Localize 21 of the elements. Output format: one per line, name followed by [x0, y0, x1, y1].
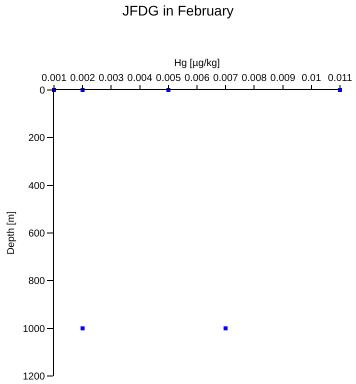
- y-tick-label: 0: [39, 86, 46, 96]
- x-tick-label: 0.002: [70, 73, 96, 84]
- y-tick-label: 1200: [22, 372, 46, 382]
- chart-title: JFDG in February: [122, 2, 234, 19]
- x-tick-label: 0.001: [41, 73, 67, 84]
- y-tick-label: 400: [28, 180, 46, 192]
- x-axis-title: Hg [µg/kg]: [174, 58, 220, 69]
- x-tick-label: 0.011: [328, 73, 353, 84]
- y-tick-label: 800: [28, 276, 46, 288]
- x-tick-label: 0.008: [242, 73, 268, 84]
- y-tick-label: 600: [28, 228, 46, 240]
- y-axis-title: Depth [m]: [6, 211, 17, 255]
- y-tick-label: 1000: [22, 324, 46, 335]
- x-tick-label: 0.007: [213, 73, 239, 84]
- x-tick-label: 0.003: [98, 73, 124, 84]
- x-tick-label: 0.005: [156, 73, 182, 84]
- y-tick-label: 200: [28, 133, 46, 144]
- x-tick-label: 0.004: [127, 73, 153, 84]
- x-tick-label: 0.009: [270, 73, 296, 84]
- x-tick-label: 0.01: [302, 73, 322, 84]
- x-tick-label: 0.006: [184, 73, 210, 84]
